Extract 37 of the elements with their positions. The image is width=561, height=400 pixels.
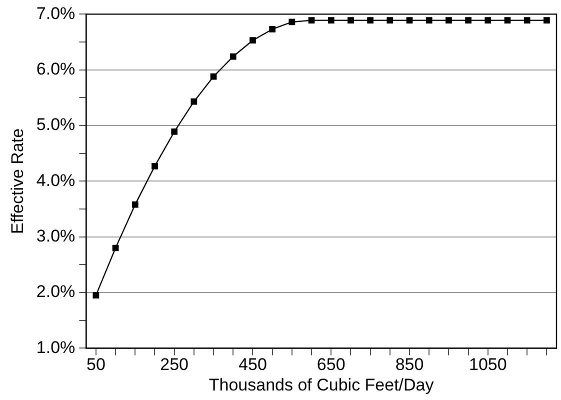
x-tick-label: 650 — [316, 355, 346, 374]
point — [446, 17, 452, 24]
point — [504, 17, 511, 24]
y-tick-label: 3.0% — [36, 226, 76, 246]
y-tick-label: 7.0% — [36, 4, 76, 23]
y-tick-label: 1.0% — [36, 338, 76, 357]
point — [406, 17, 413, 24]
y-axis-title: Effective Rate — [8, 128, 27, 234]
y-tick-label: 4.0% — [36, 170, 76, 190]
point — [171, 128, 178, 135]
y-tick-label: 2.0% — [36, 282, 76, 302]
x-tick-label: 1050 — [468, 355, 507, 374]
point — [348, 17, 354, 24]
y-tick-label: 5.0% — [36, 115, 76, 134]
point — [544, 17, 550, 24]
point — [465, 17, 472, 24]
point — [190, 98, 198, 105]
point — [484, 17, 492, 24]
x-tick-label: 850 — [395, 355, 424, 374]
point — [367, 17, 374, 24]
x-tick-label: 50 — [86, 355, 106, 374]
point — [386, 17, 394, 24]
x-axis-title: Thousands of Cubic Feet/Day — [208, 375, 434, 394]
point — [288, 18, 296, 26]
point — [152, 162, 158, 170]
point — [269, 26, 276, 32]
x-tick-label: 450 — [238, 355, 267, 374]
point — [132, 201, 138, 208]
point — [524, 17, 530, 24]
point — [426, 17, 432, 24]
point — [230, 53, 236, 60]
point — [308, 17, 315, 24]
point — [328, 17, 334, 24]
x-tick-label: 250 — [160, 355, 189, 374]
y-tick-label: 6.0% — [36, 60, 76, 79]
point — [92, 292, 100, 298]
point — [250, 37, 256, 44]
